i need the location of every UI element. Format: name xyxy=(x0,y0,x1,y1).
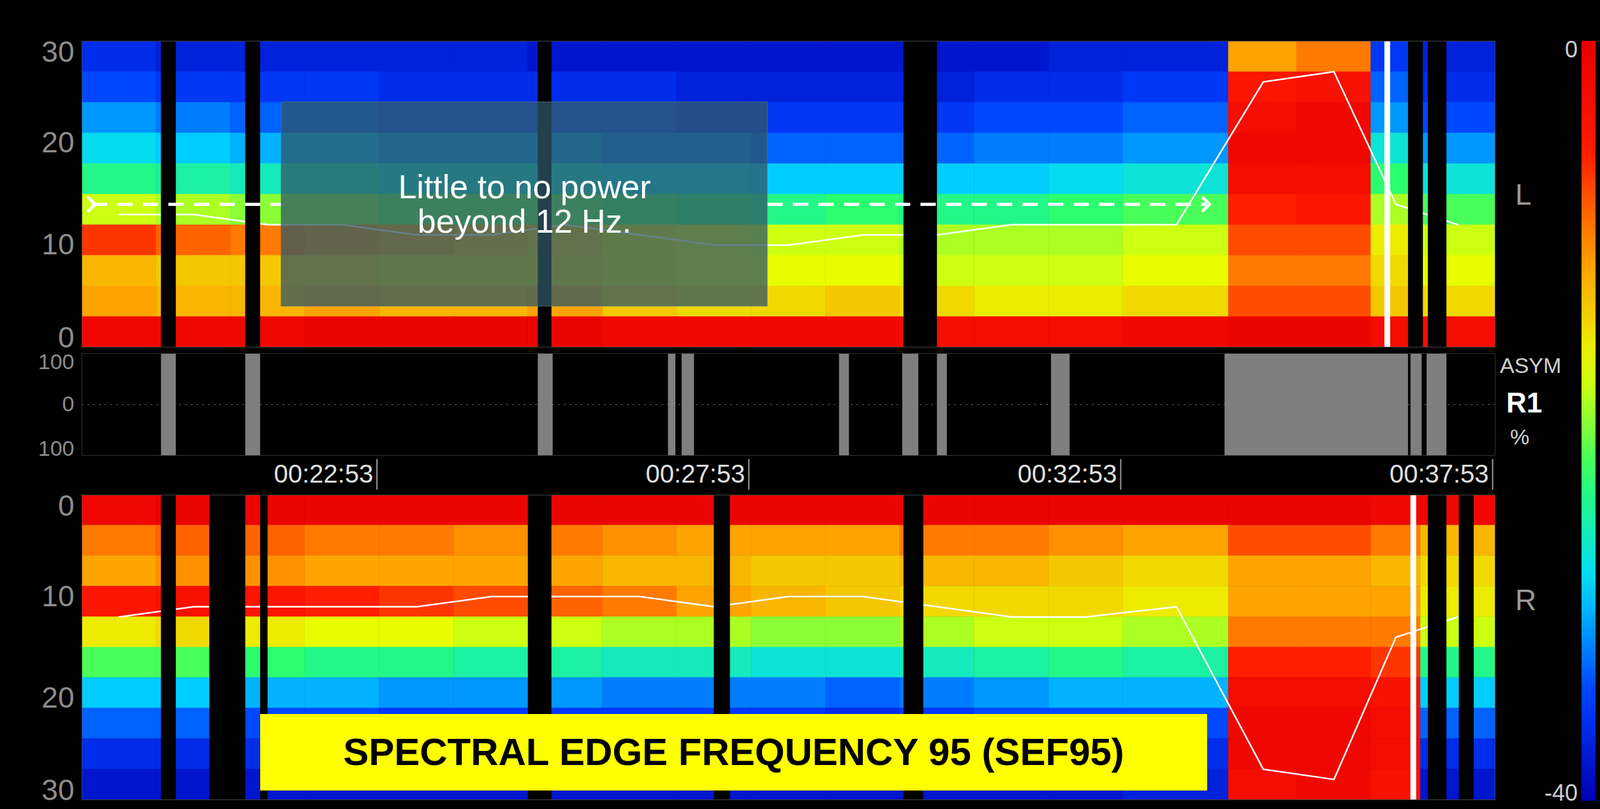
svg-text:100: 100 xyxy=(38,436,75,461)
svg-text:20: 20 xyxy=(41,681,74,715)
svg-text:Little to no powerbeyond 12 Hz: Little to no powerbeyond 12 Hz. xyxy=(397,168,651,241)
svg-text:00:32:53: 00:32:53 xyxy=(1017,459,1118,488)
svg-text:00:22:53: 00:22:53 xyxy=(273,459,374,488)
svg-text:-40: -40 xyxy=(1544,779,1578,807)
svg-text:0: 0 xyxy=(62,391,75,416)
svg-text:00:37:53: 00:37:53 xyxy=(1389,459,1490,488)
svg-text:0: 0 xyxy=(1564,36,1578,63)
svg-text:00:27:53: 00:27:53 xyxy=(645,459,746,488)
svg-text:10: 10 xyxy=(41,227,74,261)
svg-text:0: 0 xyxy=(57,320,75,354)
svg-text:30: 30 xyxy=(41,773,74,807)
svg-text:10: 10 xyxy=(41,579,74,613)
svg-text:100: 100 xyxy=(38,349,75,374)
html-text:R: R xyxy=(1515,583,1537,617)
html-text:L: L xyxy=(1515,177,1532,212)
svg-text:0: 0 xyxy=(58,489,75,523)
svg-text:30: 30 xyxy=(41,35,74,69)
html-text:ASYM: ASYM xyxy=(1499,353,1562,378)
html-text:R1: R1 xyxy=(1506,387,1543,419)
svg-text:20: 20 xyxy=(41,125,74,159)
html-text:SPECTRAL EDGE FREQUENCY 95 (SE: SPECTRAL EDGE FREQUENCY 95 (SEF95) xyxy=(343,730,1125,774)
